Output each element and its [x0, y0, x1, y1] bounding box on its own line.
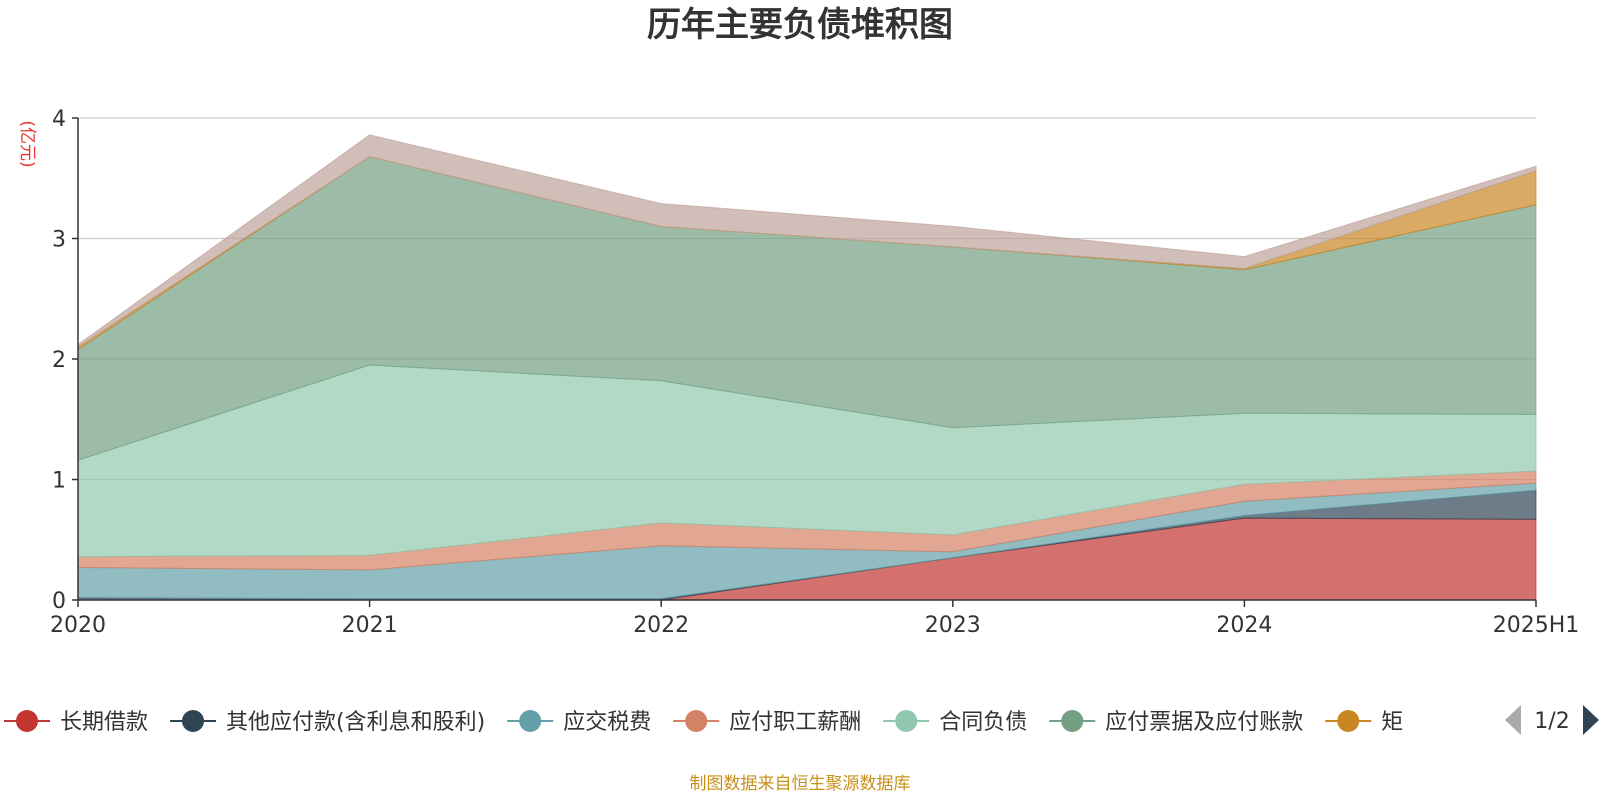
legend-item-1[interactable]: 其他应付款(含利息和股利) — [170, 710, 485, 735]
y-tick-label: 3 — [52, 228, 66, 253]
x-axis-ticks: 2020 2021 2022 2023 2024 2025H1 — [50, 600, 1579, 638]
legend-marker-icon — [182, 710, 205, 732]
legend-label: 应付票据及应付账款 — [1105, 710, 1303, 735]
legend-item-5[interactable]: 应付票据及应付账款 — [1049, 710, 1303, 735]
y-tick-label: 4 — [52, 107, 66, 132]
legend-marker-icon — [1337, 710, 1360, 732]
legend-label: 应交税费 — [563, 710, 651, 735]
triangle-left-icon — [1505, 705, 1521, 735]
y-tick-label: 2 — [52, 348, 66, 373]
x-tick-label: 2022 — [633, 613, 689, 638]
chart-title: 历年主要负债堆积图 — [647, 5, 953, 45]
legend-next-button[interactable] — [1583, 705, 1599, 735]
x-tick-label: 2025H1 — [1493, 613, 1580, 638]
triangle-right-icon — [1583, 705, 1599, 735]
legend-marker-icon — [16, 710, 38, 732]
area-series-7 — [77, 134, 1537, 348]
legend-label: 应付职工薪酬 — [729, 710, 861, 735]
legend-label: 合同负债 — [939, 710, 1027, 735]
legend-label: 其他应付款(含利息和股利) — [226, 710, 485, 735]
x-tick-label: 2023 — [925, 613, 981, 638]
legend-item-2[interactable]: 应交税费 — [507, 710, 651, 735]
legend-prev-button[interactable] — [1505, 705, 1521, 735]
y-axis-ticks: 0 1 2 3 4 — [52, 107, 78, 614]
legend-marker-icon — [685, 710, 708, 732]
data-source-footer: 制图数据来自恒生聚源数据库 — [690, 774, 911, 794]
y-tick-label: 1 — [52, 469, 66, 494]
legend-item-4[interactable]: 合同负债 — [883, 710, 1027, 735]
legend-marker-icon — [519, 710, 542, 732]
legend-marker-icon — [895, 710, 918, 732]
legend: 长期借款 其他应付款(含利息和股利) 应交税费 应付职工薪酬 合同负债 应付票据及应付账款… — [4, 705, 1599, 735]
area-series — [77, 134, 1537, 601]
x-tick-label: 2024 — [1216, 613, 1272, 638]
legend-marker-icon — [1061, 710, 1084, 732]
legend-label: 长期借款 — [60, 710, 148, 735]
x-tick-label: 2021 — [342, 613, 398, 638]
legend-page-indicator: 1/2 — [1534, 709, 1569, 734]
legend-label: 矩 — [1381, 710, 1403, 735]
legend-item-6[interactable]: 矩 — [1325, 710, 1403, 735]
x-tick-label: 2020 — [50, 613, 106, 638]
y-tick-label: 0 — [52, 589, 66, 614]
legend-item-0[interactable]: 长期借款 — [4, 710, 148, 735]
legend-item-3[interactable]: 应付职工薪酬 — [673, 710, 861, 735]
y-axis-unit-label: (亿元) — [17, 120, 37, 167]
